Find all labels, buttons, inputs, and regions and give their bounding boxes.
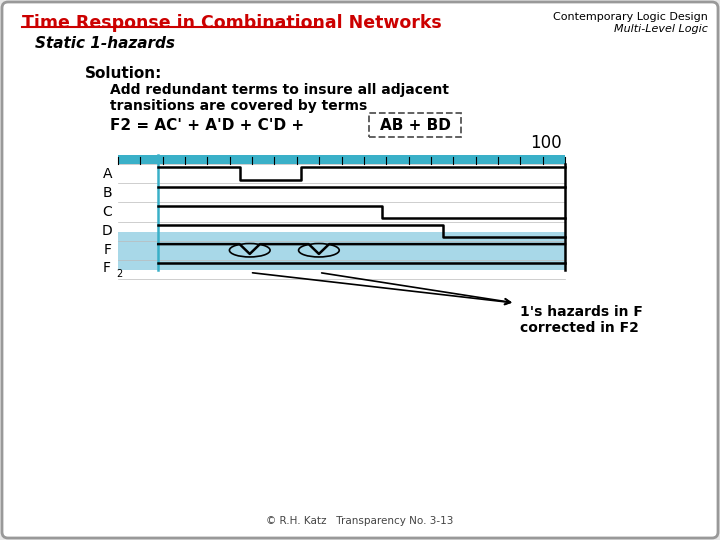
Text: D: D (102, 224, 112, 238)
Text: © R.H. Katz   Transparency No. 3-13: © R.H. Katz Transparency No. 3-13 (266, 516, 454, 526)
FancyBboxPatch shape (369, 113, 461, 137)
Text: Add redundant terms to insure all adjacent
transitions are covered by terms: Add redundant terms to insure all adjace… (110, 83, 449, 113)
Text: 100: 100 (531, 134, 562, 152)
Text: AB + BD: AB + BD (379, 118, 451, 133)
Text: 2: 2 (116, 269, 122, 279)
Text: B: B (102, 186, 112, 200)
Text: A: A (102, 166, 112, 180)
Text: Contemporary Logic Design: Contemporary Logic Design (553, 12, 708, 22)
Text: 1's hazards in F
corrected in F2: 1's hazards in F corrected in F2 (520, 305, 643, 335)
Text: F: F (103, 261, 111, 275)
Text: F2 = AC' + A'D + C'D +: F2 = AC' + A'D + C'D + (110, 118, 310, 133)
Text: Solution:: Solution: (85, 66, 163, 81)
Text: Static 1-hazards: Static 1-hazards (35, 36, 175, 51)
Bar (118, 155, 565, 164)
Text: Time Response in Combinational Networks: Time Response in Combinational Networks (22, 14, 442, 32)
Bar (118, 232, 565, 270)
Text: F: F (104, 243, 112, 257)
Text: Multi-Level Logic: Multi-Level Logic (614, 24, 708, 34)
Text: C: C (102, 205, 112, 219)
